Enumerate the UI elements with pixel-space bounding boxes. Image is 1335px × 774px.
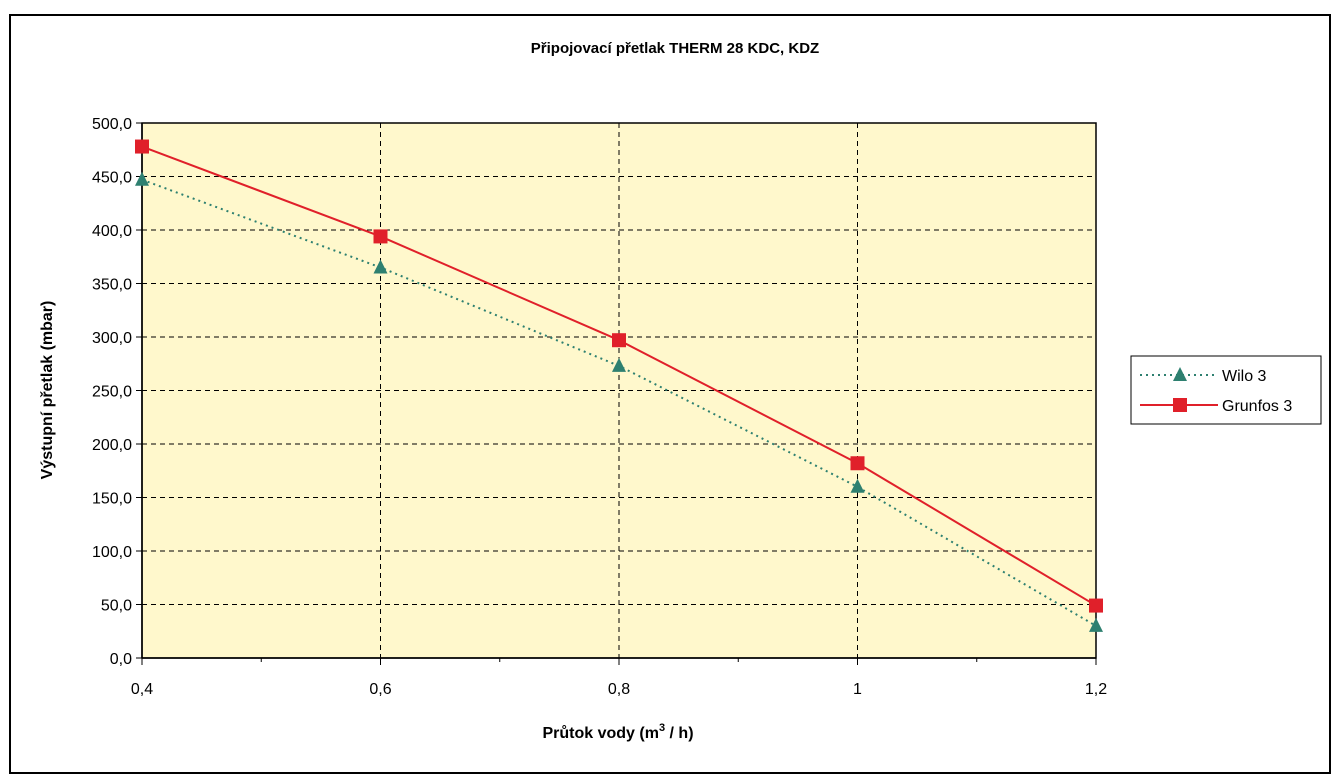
series-line-wilo-3 bbox=[141, 178, 1097, 627]
legend-label-wilo-3: Wilo 3 bbox=[1222, 368, 1267, 385]
x-tick-label: 0,6 bbox=[369, 681, 391, 698]
data-point-wilo-3 bbox=[1089, 617, 1103, 632]
x-tick-label: 1 bbox=[853, 681, 862, 698]
y-tick-label: 500,0 bbox=[92, 116, 132, 133]
y-axis-ticks: 0,0 50,0 100,0 150,0 200,0 250,0 300,0 350,0 400… bbox=[92, 116, 142, 668]
legend-label-grunfos-3: Grunfos 3 bbox=[1222, 398, 1292, 415]
y-tick-label: 100,0 bbox=[92, 544, 132, 561]
x-tick-label: 0,4 bbox=[131, 681, 153, 698]
data-point-grunfos-3 bbox=[850, 456, 865, 471]
x-axis-label-suffix: / h) bbox=[665, 725, 693, 742]
x-axis-label: Průtok vody (m3 / h) bbox=[542, 722, 693, 742]
y-axis-label: Výstupní přetlak (mbar) bbox=[39, 301, 56, 480]
y-tick-label: 350,0 bbox=[92, 277, 132, 294]
y-tick-label: 200,0 bbox=[92, 437, 132, 454]
data-point-wilo-3 bbox=[373, 259, 388, 274]
x-tick-label: 1,2 bbox=[1085, 681, 1107, 698]
y-tick-label: 450,0 bbox=[92, 170, 132, 187]
data-point-wilo-3 bbox=[612, 357, 626, 372]
data-point-grunfos-3 bbox=[612, 333, 626, 348]
data-point-wilo-3 bbox=[850, 478, 865, 493]
legend-marker-grunfos-3 bbox=[1173, 398, 1187, 412]
x-tick-label: 0,8 bbox=[608, 681, 630, 698]
series-markers bbox=[135, 139, 1103, 632]
x-axis-label-superscript: 3 bbox=[659, 722, 665, 734]
legend: Wilo 3 Grunfos 3 bbox=[1130, 355, 1322, 425]
y-tick-label: 150,0 bbox=[92, 491, 132, 508]
y-tick-label: 250,0 bbox=[92, 384, 132, 401]
x-axis-label-prefix: Průtok vody (m bbox=[542, 725, 658, 742]
grid-lines bbox=[142, 123, 1096, 658]
y-tick-label: 50,0 bbox=[101, 598, 132, 615]
y-tick-label: 300,0 bbox=[92, 330, 132, 347]
legend-box bbox=[1130, 355, 1322, 425]
x-axis-ticks: 0,4 0,6 0,8 1 1,2 bbox=[131, 658, 1107, 698]
data-point-wilo-3 bbox=[135, 171, 149, 186]
data-point-grunfos-3 bbox=[135, 139, 149, 154]
y-tick-label: 0,0 bbox=[110, 651, 132, 668]
legend-marker-wilo-3 bbox=[1173, 367, 1187, 381]
y-tick-label: 400,0 bbox=[92, 223, 132, 240]
data-point-grunfos-3 bbox=[373, 229, 388, 244]
chart-title: Připojovací přetlak THERM 28 KDC, KDZ bbox=[531, 40, 819, 57]
data-point-grunfos-3 bbox=[1089, 598, 1103, 613]
